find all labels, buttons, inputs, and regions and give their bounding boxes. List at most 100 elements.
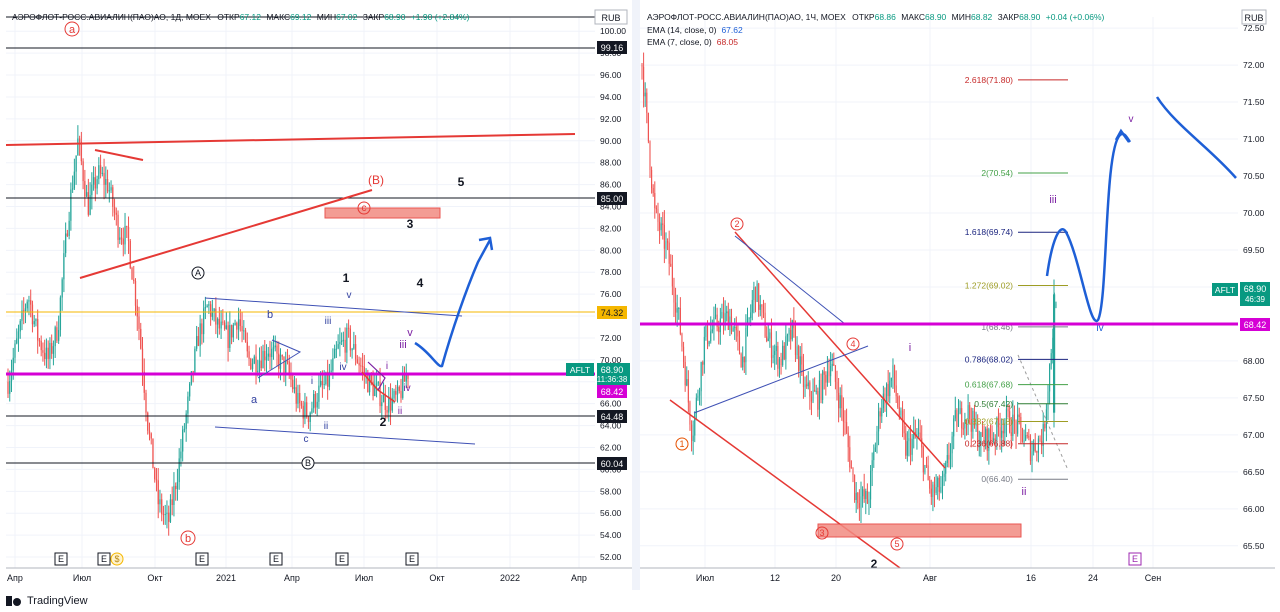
candle-body xyxy=(687,379,689,403)
candle-body xyxy=(905,433,907,456)
candle-body xyxy=(681,333,683,347)
candle-body xyxy=(721,312,723,319)
candle-body xyxy=(117,214,119,240)
candle-body xyxy=(1021,428,1023,442)
candle-body xyxy=(1037,438,1039,453)
candle-body xyxy=(169,499,172,522)
candle-body xyxy=(370,375,372,382)
price-tick-label: 52.00 xyxy=(600,552,622,562)
candle-body xyxy=(402,373,404,398)
candle-body xyxy=(113,206,116,213)
candle-body xyxy=(40,340,42,351)
right-time-axis[interactable]: Июл 12 20 Авг 16 24 Сен xyxy=(696,573,1161,583)
candle-body xyxy=(660,223,662,231)
right-price-label-68-42: 68.42 xyxy=(1244,320,1267,330)
candle-body xyxy=(754,287,757,302)
dividend-icon xyxy=(110,552,124,566)
candle-body xyxy=(651,169,653,189)
candle-body xyxy=(250,358,252,369)
candle-body xyxy=(716,314,718,328)
left-symbol-tag: AFLT xyxy=(570,365,590,375)
candle-body xyxy=(133,279,135,282)
candle-body xyxy=(988,429,990,451)
candle-body xyxy=(279,354,282,369)
candle-body xyxy=(340,340,343,342)
candle-body xyxy=(395,391,397,395)
left-chart-title: АЭРОФЛОТ-РОСС.АВИАЛИН(ПАО)АО, 1Д, MOEX О… xyxy=(12,12,470,22)
candle-body xyxy=(218,318,221,329)
candle-body xyxy=(938,477,940,492)
candle-body xyxy=(946,455,948,463)
candle-body xyxy=(956,410,958,427)
candle-body xyxy=(161,499,163,515)
candle-body xyxy=(878,411,880,432)
candle-body xyxy=(234,322,236,325)
wave-label-q1: i xyxy=(386,361,388,372)
left-price-label-64-48: 64.48 xyxy=(601,412,624,422)
wave-label-sc: c xyxy=(304,434,309,445)
right-big-wave-2: 2 xyxy=(871,557,878,571)
time-tick-label: Апр xyxy=(571,573,587,583)
right-wave-v: v xyxy=(1129,114,1134,125)
candle-body xyxy=(999,427,1001,438)
candle-body xyxy=(996,418,998,441)
red-trendline-short xyxy=(94,149,144,161)
candle-body xyxy=(101,172,103,174)
candle-body xyxy=(794,328,797,356)
wave-label-a-circle: a xyxy=(69,24,76,36)
candle-body xyxy=(49,342,51,359)
candle-body xyxy=(965,419,968,421)
candle-body xyxy=(790,329,792,340)
candle-body xyxy=(108,190,110,192)
price-tick-label: 86.00 xyxy=(600,180,622,190)
candle-body xyxy=(344,339,346,353)
candle-body xyxy=(788,329,790,335)
candle-body xyxy=(873,451,875,461)
price-tick-label: 100.00 xyxy=(600,26,626,36)
candle-body xyxy=(14,343,16,358)
candle-body xyxy=(857,492,859,504)
candle-body xyxy=(1055,304,1057,306)
candle-body xyxy=(977,423,979,448)
price-tick-label: 71.00 xyxy=(1243,134,1265,144)
left-time-axis[interactable]: Апр Июл Окт 2021 Апр Июл Окт 2022 Апр xyxy=(7,573,587,583)
candle-body xyxy=(903,422,905,434)
event-label: E xyxy=(409,554,415,564)
candle-body xyxy=(407,375,409,379)
target-zone-box xyxy=(324,207,441,219)
time-tick-label: Окт xyxy=(429,573,444,583)
candle-body xyxy=(183,428,186,430)
panel-divider[interactable] xyxy=(632,0,640,590)
candle-body xyxy=(906,441,908,456)
candle-body xyxy=(983,436,985,445)
candle-body xyxy=(154,468,156,480)
candle-body xyxy=(828,371,830,377)
candle-body xyxy=(924,465,926,473)
candle-body xyxy=(689,402,691,425)
candle-body xyxy=(774,351,776,356)
fib-level-label: 0.5(67.42) xyxy=(974,399,1013,409)
candle-body xyxy=(85,192,88,197)
candle-body xyxy=(56,327,58,341)
candle-body xyxy=(208,304,210,306)
candle-body xyxy=(354,344,357,360)
wave-label-q3: iii xyxy=(399,339,406,351)
candle-body xyxy=(898,407,900,416)
footer-bar: TradingView xyxy=(0,590,1280,612)
candle-body xyxy=(356,359,358,363)
candle-body xyxy=(978,445,980,448)
candle-body xyxy=(1007,408,1009,412)
candle-body xyxy=(1044,424,1046,429)
candle-body xyxy=(991,437,993,441)
candle-body xyxy=(164,514,166,516)
wave-label-3: 3 xyxy=(407,217,414,231)
candle-body xyxy=(691,424,693,442)
candle-body xyxy=(706,325,709,345)
time-tick-label: Авг xyxy=(923,573,938,583)
candle-body xyxy=(679,307,681,334)
candle-body xyxy=(881,408,883,417)
candle-body xyxy=(155,479,158,481)
candle-body xyxy=(377,382,379,384)
candle-body xyxy=(933,484,936,493)
candle-body xyxy=(302,405,304,419)
